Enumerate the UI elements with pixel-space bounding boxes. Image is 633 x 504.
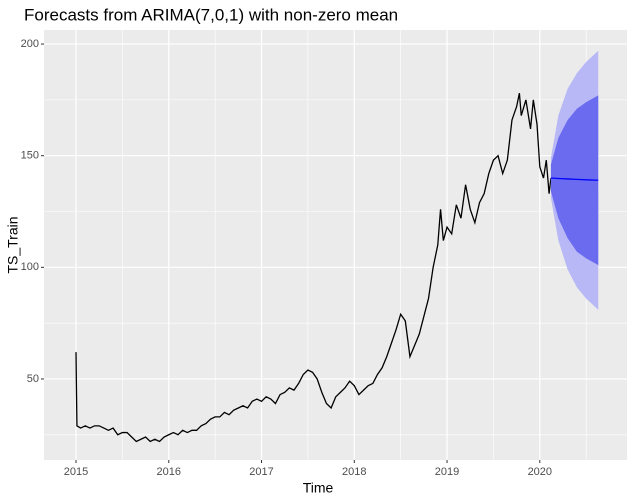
y-tick-label: 150: [21, 150, 39, 162]
band-80: [550, 95, 599, 266]
x-tick-label: 2017: [249, 466, 273, 478]
plot-panel: [44, 30, 627, 460]
x-tick-label: 2019: [435, 466, 459, 478]
forecast-line: [550, 177, 599, 181]
x-tick-label: 2015: [64, 466, 88, 478]
x-tick-label: 2016: [157, 466, 181, 478]
x-tick-label: 2020: [528, 466, 552, 478]
x-tick-label: 2018: [342, 466, 366, 478]
y-axis-label: TS_Train: [5, 216, 21, 273]
y-tick-label: 100: [21, 261, 39, 273]
x-axis-label: Time: [303, 480, 334, 496]
series-line: [75, 93, 552, 443]
y-tick-label: 50: [27, 373, 39, 385]
chart-title: Forecasts from ARIMA(7,0,1) with non-zer…: [24, 5, 398, 24]
y-tick-label: 200: [21, 38, 39, 50]
